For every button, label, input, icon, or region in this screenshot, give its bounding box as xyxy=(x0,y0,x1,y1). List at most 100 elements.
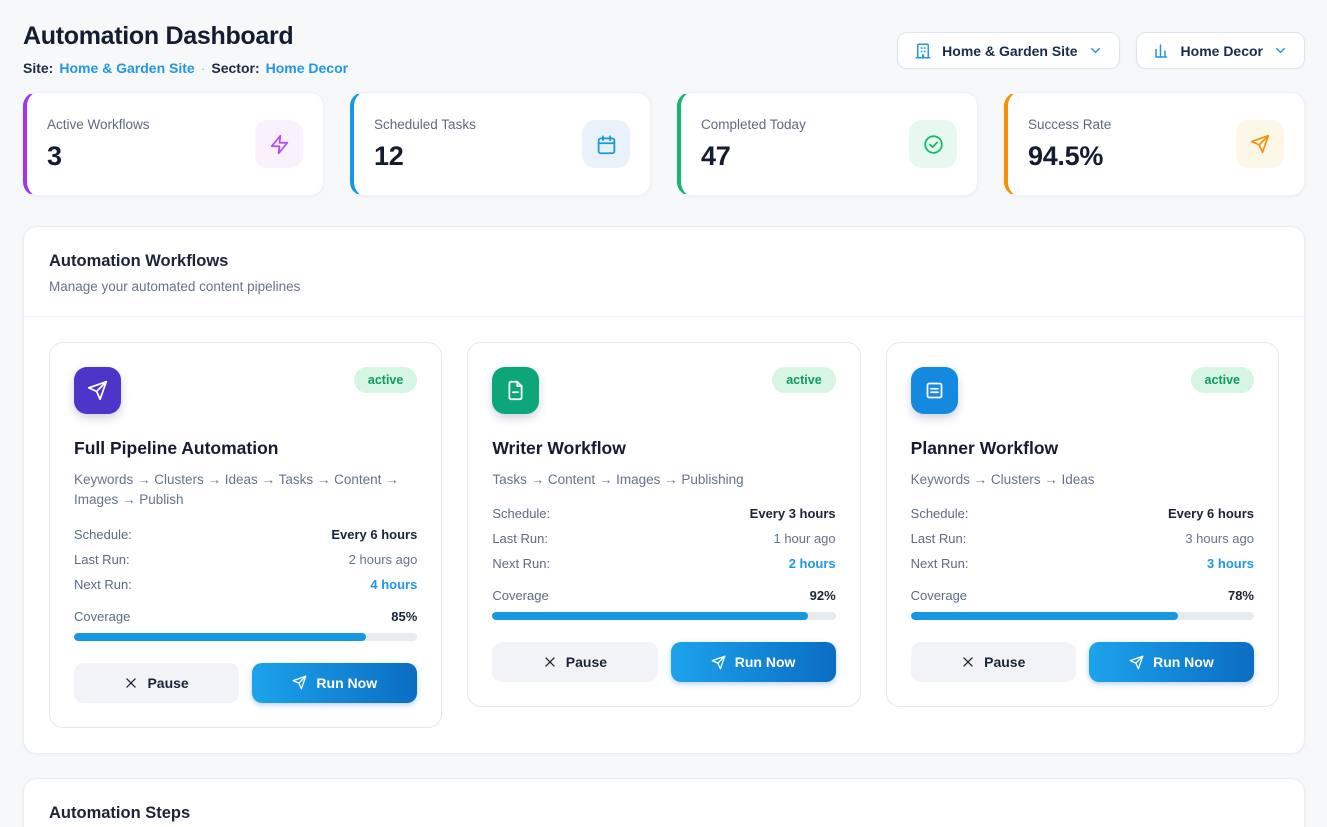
section-title: Automation Steps xyxy=(49,803,191,822)
stat-value: 47 xyxy=(701,140,731,171)
automation-workflows-section: Automation Workflows Manage your automat… xyxy=(23,226,1305,754)
workflow-card-top: active xyxy=(910,367,1254,414)
last-run-value: 1 hour ago xyxy=(773,531,836,547)
schedule-label: Schedule: xyxy=(910,506,969,522)
sector-selector-dropdown[interactable]: Home Decor xyxy=(1135,32,1305,69)
stat-card-active-workflows: Active Workflows 3 xyxy=(23,92,324,196)
coverage-row: Coverage 85% xyxy=(74,609,417,624)
x-icon xyxy=(543,655,557,669)
status-badge: active xyxy=(353,367,418,393)
workflow-description: Keywords → Clusters → Ideas xyxy=(910,472,1095,487)
page-title: Automation Dashboard xyxy=(23,22,294,50)
next-run-row: Next Run: 3 hours xyxy=(911,556,1254,571)
sector-selector-label: Home Decor xyxy=(1180,42,1263,59)
automation-steps-section: Automation Steps Configure which steps a… xyxy=(23,777,1305,827)
coverage-value: 78% xyxy=(1227,588,1254,604)
pause-label: Pause xyxy=(984,654,1026,671)
last-run-value: 3 hours ago xyxy=(1185,531,1254,547)
stat-card-completed-today: Completed Today 47 xyxy=(677,92,978,196)
coverage-progress-fill xyxy=(74,632,366,641)
schedule-label: Schedule: xyxy=(74,526,132,542)
schedule-row: Schedule: Every 3 hours xyxy=(492,506,835,521)
sector-label: Sector: xyxy=(211,60,260,76)
lightning-icon xyxy=(255,120,303,168)
next-run-row: Next Run: 4 hours xyxy=(74,577,417,592)
last-run-row: Last Run: 2 hours ago xyxy=(74,552,417,567)
sector-link[interactable]: Home Decor xyxy=(265,60,349,76)
pause-button[interactable]: Pause xyxy=(910,642,1076,683)
workflows-body: active Full Pipeline Automation Keywords… xyxy=(24,317,1304,753)
schedule-row: Schedule: Every 6 hours xyxy=(911,506,1254,521)
coverage-progress-bar xyxy=(74,632,418,641)
next-run-label: Next Run: xyxy=(910,556,969,572)
coverage-progress-bar xyxy=(910,612,1254,621)
pause-button[interactable]: Pause xyxy=(74,662,240,703)
run-now-button[interactable]: Run Now xyxy=(670,642,836,683)
stat-label: Active Workflows xyxy=(47,116,150,132)
next-run-value: 3 hours xyxy=(1207,556,1254,572)
next-run-value: 4 hours xyxy=(370,576,418,592)
send-icon xyxy=(711,655,726,670)
pause-button[interactable]: Pause xyxy=(492,642,658,683)
schedule-value: Every 6 hours xyxy=(1168,506,1254,522)
pause-label: Pause xyxy=(565,654,608,671)
send-icon xyxy=(1129,655,1144,670)
header-left: Automation Dashboard Site: Home & Garden… xyxy=(23,22,348,76)
workflow-meta: Schedule: Every 6 hours Last Run: 2 hour… xyxy=(74,527,417,592)
bar-chart-icon xyxy=(1153,42,1171,60)
next-run-label: Next Run: xyxy=(74,576,132,592)
coverage-row: Coverage 92% xyxy=(492,588,835,603)
coverage-row: Coverage 78% xyxy=(911,588,1254,603)
header-actions: Home & Garden Site Home Decor xyxy=(897,32,1305,69)
status-badge: active xyxy=(772,367,836,393)
schedule-value: Every 6 hours xyxy=(331,526,418,542)
workflow-card-top: active xyxy=(492,367,836,414)
coverage-label: Coverage xyxy=(910,588,968,604)
workflow-card-planner: active Planner Workflow Keywords → Clust… xyxy=(885,342,1279,708)
stat-label: Success Rate xyxy=(1028,116,1112,132)
workflow-title: Full Pipeline Automation xyxy=(74,438,279,458)
workflow-meta: Schedule: Every 3 hours Last Run: 1 hour… xyxy=(492,506,835,571)
workflow-actions: Pause Run Now xyxy=(74,662,418,703)
site-label: Site: xyxy=(23,60,54,76)
schedule-row: Schedule: Every 6 hours xyxy=(74,527,417,542)
site-selector-dropdown[interactable]: Home & Garden Site xyxy=(897,32,1120,69)
pause-label: Pause xyxy=(147,674,189,691)
section-header: Automation Steps Configure which steps a… xyxy=(24,779,1304,827)
run-now-button[interactable]: Run Now xyxy=(1088,642,1254,683)
section-title: Automation Workflows xyxy=(49,252,229,270)
stat-text: Completed Today 47 xyxy=(701,117,806,172)
run-now-label: Run Now xyxy=(316,674,378,691)
workflow-actions: Pause Run Now xyxy=(910,642,1254,683)
chevron-down-icon xyxy=(1088,43,1103,58)
list-doc-icon xyxy=(910,367,958,414)
section-subtitle: Manage your automated content pipelines xyxy=(49,279,301,294)
site-selector-label: Home & Garden Site xyxy=(942,42,1078,59)
site-link[interactable]: Home & Garden Site xyxy=(59,60,195,76)
send-icon xyxy=(1236,120,1284,168)
coverage-progress-bar xyxy=(492,612,836,621)
check-circle-icon xyxy=(909,120,957,168)
stat-value: 94.5% xyxy=(1028,140,1104,171)
stat-value: 3 xyxy=(47,140,62,171)
next-run-value: 2 hours xyxy=(788,556,836,572)
coverage-label: Coverage xyxy=(492,588,549,604)
last-run-label: Last Run: xyxy=(910,531,967,547)
stat-label: Completed Today xyxy=(701,116,806,132)
page-header: Automation Dashboard Site: Home & Garden… xyxy=(23,22,1305,76)
workflow-card-full-pipeline: active Full Pipeline Automation Keywords… xyxy=(49,342,443,728)
run-now-button[interactable]: Run Now xyxy=(252,662,418,703)
stats-row: Active Workflows 3 Scheduled Tasks 12 Co… xyxy=(23,92,1305,196)
stat-text: Success Rate 94.5% xyxy=(1028,117,1111,172)
workflow-meta: Schedule: Every 6 hours Last Run: 3 hour… xyxy=(911,506,1254,571)
last-run-row: Last Run: 1 hour ago xyxy=(492,531,835,546)
last-run-row: Last Run: 3 hours ago xyxy=(911,531,1254,546)
stat-text: Scheduled Tasks 12 xyxy=(374,117,476,172)
coverage-progress-fill xyxy=(910,612,1179,621)
stat-card-success-rate: Success Rate 94.5% xyxy=(1004,92,1305,196)
workflow-description: Tasks → Content → Images → Publishing xyxy=(492,472,744,487)
status-badge: active xyxy=(1190,367,1254,393)
send-icon xyxy=(74,367,121,414)
separator-dot: · xyxy=(200,60,206,76)
